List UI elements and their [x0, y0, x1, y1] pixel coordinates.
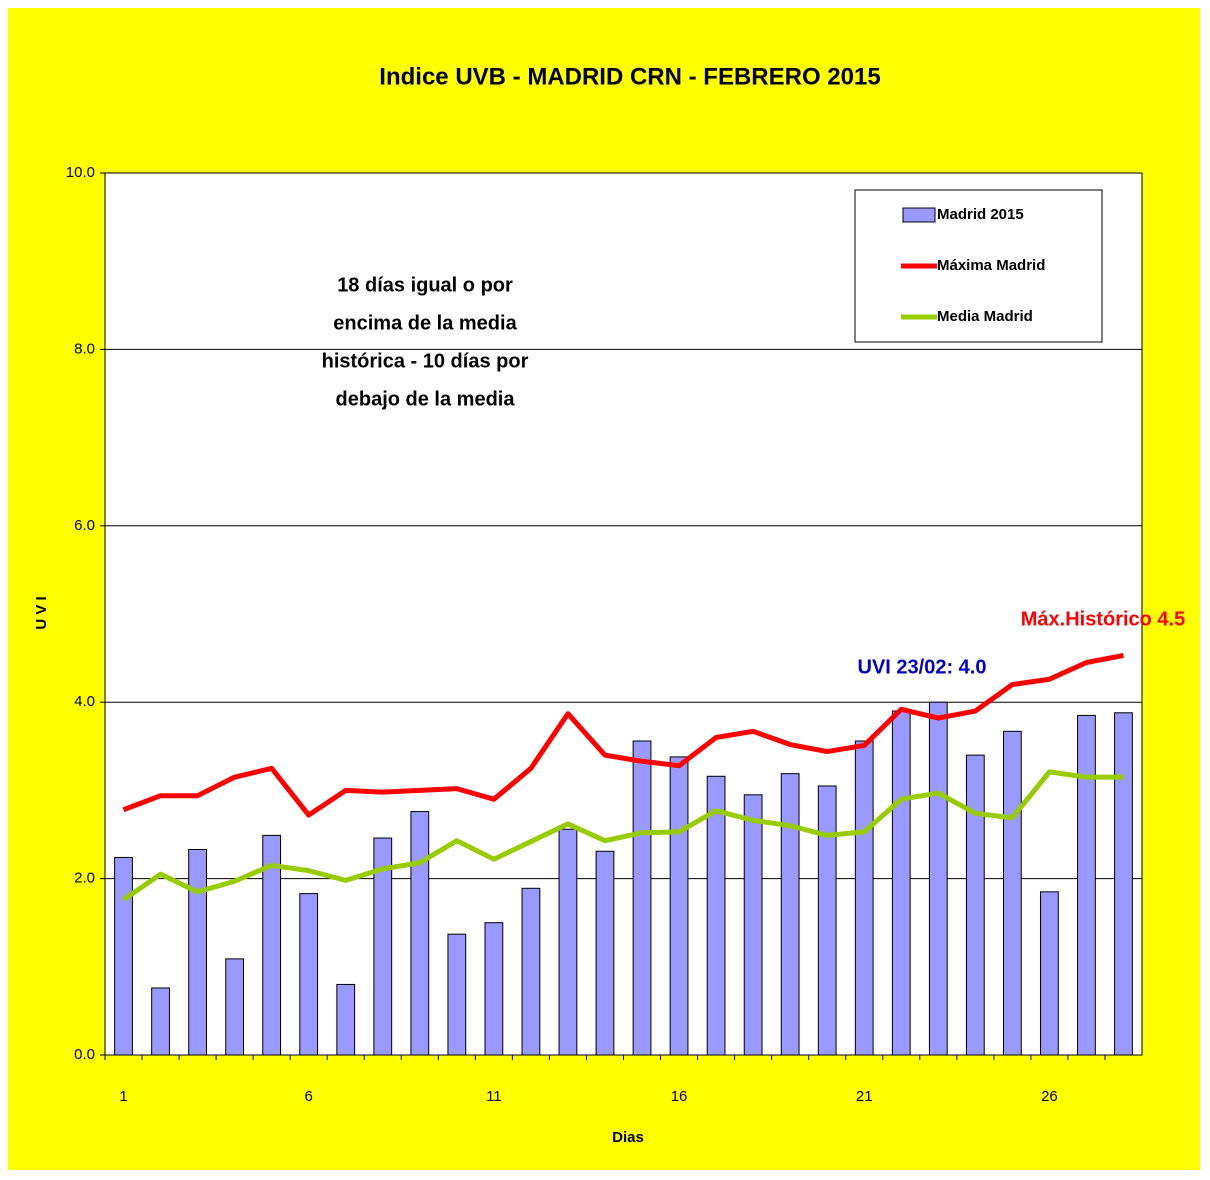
bar	[965, 754, 985, 1056]
bar	[484, 922, 504, 1056]
annotation: debajo de la media	[336, 388, 516, 410]
bar	[854, 740, 874, 1056]
x-tick-label: 21	[856, 1088, 873, 1105]
annotation: encima de la media	[333, 312, 517, 334]
bar	[114, 856, 133, 1056]
y-tick-label: 8.0	[74, 340, 95, 357]
annotation: UVI 23/02: 4.0	[858, 656, 987, 678]
bar	[336, 983, 356, 1056]
bar	[521, 887, 541, 1056]
bar	[669, 756, 689, 1056]
y-tick-label: 10.0	[66, 164, 95, 181]
bar	[558, 828, 578, 1056]
bar	[299, 893, 319, 1056]
x-tick-label: 6	[305, 1088, 313, 1105]
bar	[743, 794, 763, 1056]
bar	[817, 785, 837, 1056]
y-tick-label: 0.0	[74, 1046, 95, 1063]
bar	[780, 773, 800, 1056]
y-tick-label: 4.0	[74, 693, 95, 710]
bar	[410, 811, 430, 1056]
x-tick-label: 26	[1041, 1088, 1058, 1105]
bar	[1040, 891, 1059, 1056]
annotation: Máx.Histórico 4.5	[1021, 608, 1186, 630]
y-tick-label: 2.0	[74, 870, 95, 887]
x-tick-label: 16	[671, 1088, 688, 1105]
legend-label: Madrid 2015	[937, 206, 1024, 223]
bar	[928, 701, 948, 1056]
bar	[1114, 712, 1133, 1056]
annotation: histórica - 10 días por	[322, 350, 529, 372]
bar	[1077, 714, 1096, 1056]
bar	[447, 933, 467, 1056]
line	[122, 652, 1124, 818]
x-axis-label: Dias	[612, 1129, 644, 1146]
bar	[1002, 730, 1022, 1056]
y-axis-label: U V I	[33, 596, 50, 629]
bar	[188, 848, 207, 1056]
legend-swatch	[902, 207, 936, 223]
bar	[151, 987, 170, 1056]
bar	[595, 850, 615, 1056]
bar	[225, 958, 245, 1056]
bar	[262, 834, 282, 1056]
x-tick-label: 11	[486, 1088, 502, 1105]
bar	[891, 710, 911, 1056]
legend-label: Máxima Madrid	[937, 257, 1045, 274]
x-tick-label: 1	[119, 1088, 127, 1105]
annotation: 18 días igual o por	[337, 274, 513, 296]
legend-label: Media Madrid	[937, 308, 1033, 325]
bar	[706, 775, 726, 1056]
bar	[373, 837, 393, 1056]
y-tick-label: 6.0	[74, 517, 95, 534]
line	[122, 769, 1124, 902]
chart-title: Indice UVB - MADRID CRN - FEBRERO 2015	[379, 63, 880, 90]
legend-box	[854, 189, 1103, 343]
bar	[632, 740, 652, 1056]
